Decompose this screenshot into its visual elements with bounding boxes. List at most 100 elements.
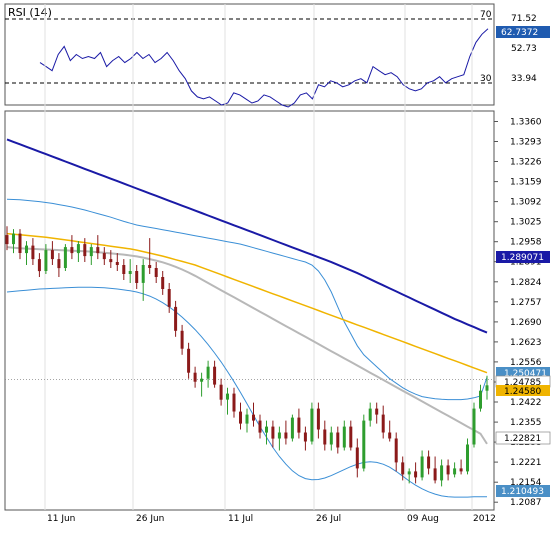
candle-body [63, 247, 67, 268]
price-label-bb-lower: 1.210493 [501, 487, 544, 497]
candle-body [349, 426, 353, 448]
candle-body [407, 471, 411, 475]
x-tick-label: 09 Aug [407, 514, 439, 524]
bollinger-upper-band [6, 198, 488, 401]
rsi-value-label: 62.7372 [501, 28, 538, 38]
y-tick-label: 1.2221 [510, 458, 542, 468]
rsi-panel: RSI (14) 70 30 71.52 52.73 33.94 62.7372 [4, 3, 550, 108]
candle-body [102, 253, 106, 260]
x-axis: 11 Jun 26 Jun 11 Jul 26 Jul 09 Aug 2012 [47, 514, 496, 524]
x-tick-label: 2012 [473, 514, 496, 524]
candle-body [83, 244, 87, 257]
candle-body [232, 393, 236, 412]
candle-body [96, 247, 100, 254]
candle-body [316, 408, 320, 430]
price-plot-frame [4, 110, 495, 511]
candle-body [290, 417, 294, 439]
rsi-y-tick: 33.94 [511, 74, 537, 84]
candle-body [329, 432, 333, 445]
candle-body [381, 414, 385, 433]
candle-body [459, 468, 463, 472]
y-tick-label: 1.2087 [510, 498, 542, 508]
y-tick-label: 1.3025 [510, 218, 542, 228]
price-label-box [496, 485, 550, 497]
candle-body [206, 366, 210, 379]
candle-body [303, 432, 307, 442]
candle-body [128, 271, 132, 274]
candle-body [219, 384, 223, 400]
candle-body [368, 408, 372, 421]
y-tick-label: 1.2757 [510, 298, 542, 308]
candle-body [148, 265, 152, 268]
candle-body [57, 259, 61, 269]
y-tick-label: 1.3293 [510, 138, 542, 148]
y-tick-label: 1.2154 [510, 478, 542, 488]
candlesticks [5, 226, 489, 487]
candle-body [388, 432, 392, 439]
candle-body [265, 426, 268, 433]
y-tick-label: 1.3092 [510, 198, 542, 208]
rsi-value-badge [496, 26, 550, 38]
y-tick-label: 1.2623 [510, 338, 542, 348]
price-label-ma-long: 1.289071 [501, 253, 544, 263]
candle-body [297, 417, 301, 433]
candle-body [446, 465, 450, 475]
rsi-y-tick: 71.52 [511, 14, 537, 24]
candle-body [213, 366, 217, 385]
y-tick-label: 1.3226 [510, 158, 542, 168]
candle-body [453, 468, 457, 475]
price-label-ma-mid: 1.24580 [504, 387, 541, 397]
price-label-last: 1.24785 [504, 378, 541, 388]
candle-body [342, 426, 346, 448]
candle-body [355, 447, 359, 469]
candle-body [154, 268, 158, 277]
candle-body [239, 411, 242, 424]
candle-body [375, 408, 379, 415]
candle-body [200, 378, 204, 382]
moving-average-short [6, 246, 488, 445]
price-label-bb-upper: 1.250471 [504, 369, 547, 379]
x-grid [44, 4, 473, 510]
candle-body [479, 390, 482, 409]
candle-body [37, 259, 41, 272]
candle-body [25, 245, 28, 254]
candle-body [31, 245, 35, 260]
rsi-level-70-label: 70 [480, 10, 492, 20]
candle-body [420, 456, 424, 478]
candle-body [167, 289, 171, 307]
candle-body [310, 408, 314, 442]
candle-body [18, 233, 22, 253]
candle-body [336, 432, 340, 448]
rsi-series-line [39, 28, 489, 108]
candle-body [440, 465, 444, 481]
y-tick-label: 1.2355 [510, 418, 542, 428]
candle-body [180, 330, 184, 349]
candle-body [50, 250, 54, 260]
price-label-ma-short: 1.22821 [504, 434, 541, 444]
y-tick-label: 1.2690 [510, 318, 542, 328]
candle-body [5, 235, 9, 245]
candle-body [485, 385, 489, 391]
candle-body [271, 426, 275, 439]
price-panel: 1.3360 1.3293 1.3226 1.3159 1.3092 1.3025 1.29… [4, 4, 551, 511]
candle-body [122, 265, 126, 274]
y-tick-label: 1.3360 [510, 118, 542, 128]
price-label-box [496, 385, 550, 396]
rsi-y-tick: 52.73 [511, 44, 537, 54]
candle-body [141, 265, 145, 283]
candle-body [466, 444, 469, 472]
candle-body [44, 250, 48, 271]
moving-average-mid [6, 232, 488, 374]
candle-body [472, 408, 476, 445]
y-tick-label: 1.2422 [510, 398, 542, 408]
candle-body [362, 420, 366, 469]
x-tick-label: 11 Jun [47, 514, 75, 524]
x-tick-label: 26 Jul [316, 514, 341, 524]
candle-body [433, 468, 437, 481]
rsi-title: RSI (14) [8, 6, 52, 19]
candle-body [161, 277, 165, 289]
candle-body [401, 462, 405, 475]
candle-body [414, 471, 418, 478]
candle-body [258, 420, 262, 433]
